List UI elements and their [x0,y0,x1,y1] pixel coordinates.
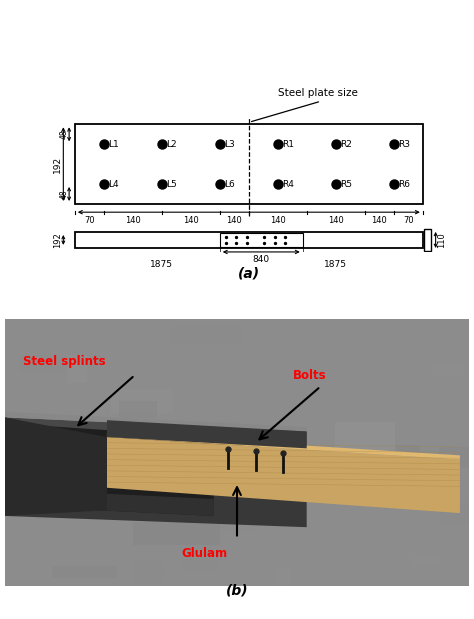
Text: 192: 192 [53,232,62,248]
Text: 192: 192 [53,155,62,173]
Bar [19,478,83,499]
Text: 1875: 1875 [324,260,347,269]
Bar [183,559,217,570]
Polygon shape [42,426,214,516]
Text: R2: R2 [340,140,352,149]
Bar [52,566,117,578]
Text: Steel splints: Steel splints [23,355,106,368]
Bar [424,229,431,251]
Text: 110: 110 [437,232,446,248]
Bar [75,124,423,204]
Polygon shape [5,417,107,516]
Bar [18,358,68,373]
Bar [160,491,187,509]
Bar [359,452,451,467]
Bar [133,522,220,545]
Text: 48: 48 [59,189,68,199]
Text: 48: 48 [59,129,68,139]
Bar [137,495,155,514]
Text: 140: 140 [372,216,387,225]
Bar [47,472,114,492]
Text: Steel plate size: Steel plate size [252,89,358,121]
Text: 140: 140 [328,216,344,225]
Text: R3: R3 [398,140,410,149]
Bar [411,557,441,564]
Bar [109,500,126,521]
Bar [119,401,157,418]
Text: 140: 140 [227,216,242,225]
Bar [433,366,464,375]
Bar [335,422,395,449]
Text: 840: 840 [253,255,270,264]
Text: 140: 140 [125,216,141,225]
Bar [400,495,423,506]
Bar [75,232,423,248]
Bar [274,567,291,584]
Bar [134,470,183,493]
Text: R1: R1 [282,140,294,149]
Bar [134,561,164,582]
Text: Glulam: Glulam [181,547,228,560]
Bar [67,355,87,383]
Text: L4: L4 [108,180,118,189]
Text: 140: 140 [270,216,286,225]
Bar [220,233,303,247]
Text: L2: L2 [166,140,177,149]
Bar [440,502,474,525]
Bar [37,470,61,495]
Text: 1875: 1875 [150,260,173,269]
Polygon shape [5,479,307,527]
Bar [170,326,242,345]
Text: Bolts: Bolts [293,369,327,382]
Polygon shape [5,412,307,431]
Bar [58,488,146,501]
Text: L1: L1 [108,140,119,149]
Text: L5: L5 [166,180,177,189]
Text: (a): (a) [238,266,260,280]
Text: (b): (b) [226,584,248,597]
Text: 70: 70 [403,216,414,225]
Text: L3: L3 [224,140,235,149]
Text: R6: R6 [398,180,410,189]
Text: 140: 140 [183,216,199,225]
Polygon shape [5,417,307,448]
Bar [206,506,253,531]
Bar [396,445,419,467]
Bar [66,423,123,433]
Polygon shape [5,417,42,516]
Bar [111,389,173,413]
Bar [423,329,474,342]
Polygon shape [107,420,307,448]
Polygon shape [107,437,460,513]
Text: L6: L6 [224,180,235,189]
Text: R4: R4 [282,180,294,189]
Bar [438,447,474,468]
Polygon shape [107,433,460,459]
Bar [49,461,89,470]
Polygon shape [42,491,214,516]
Text: 70: 70 [84,216,95,225]
Text: R5: R5 [340,180,352,189]
